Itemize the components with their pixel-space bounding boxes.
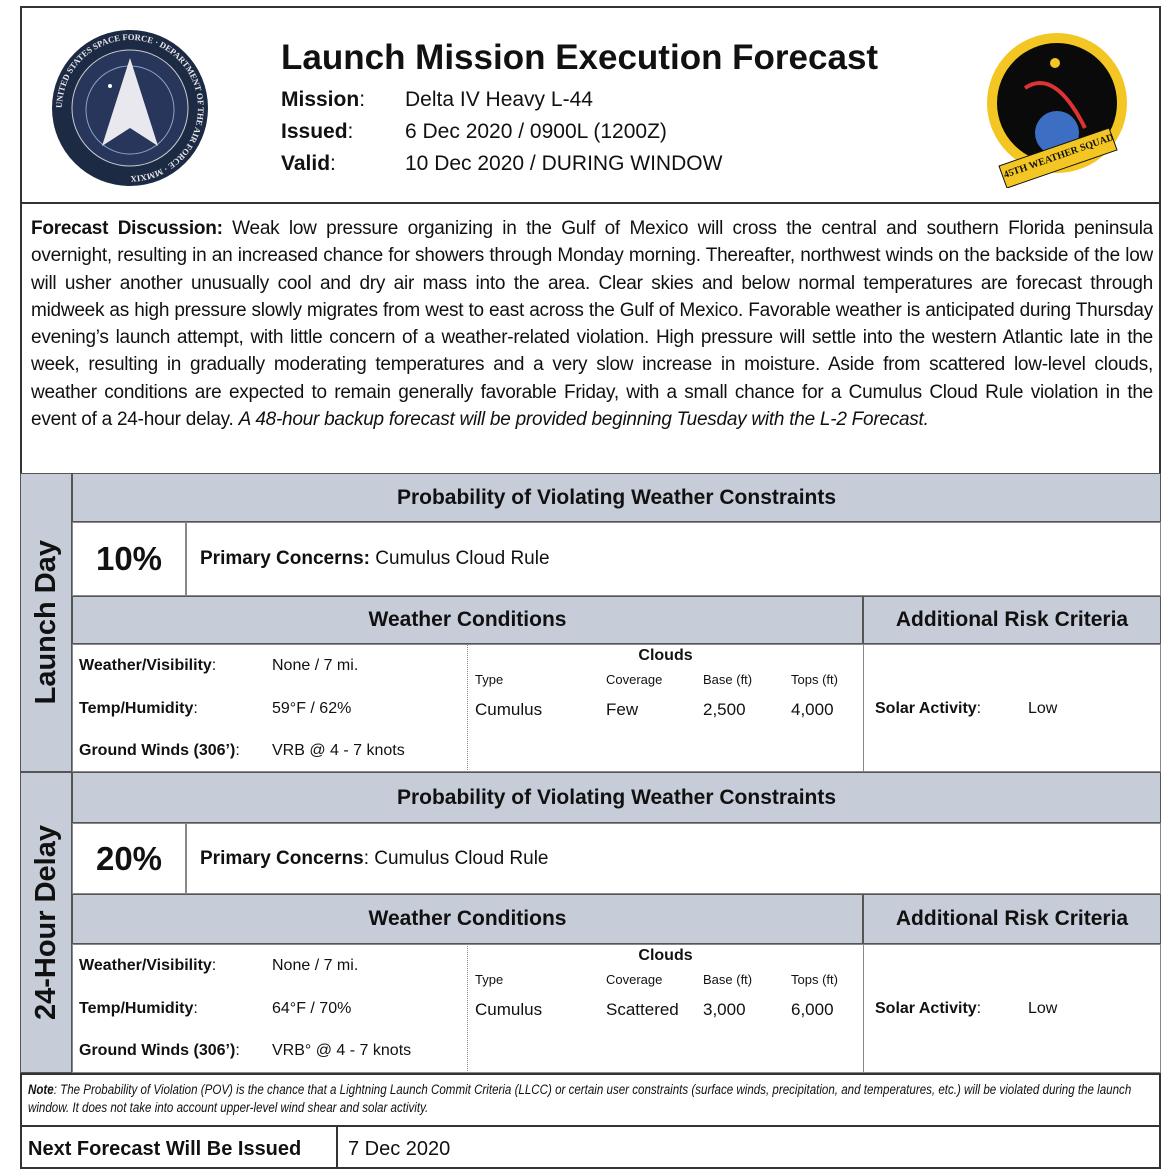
cloud-base: 3,000 (703, 1000, 746, 1019)
primary-concerns: Primary Concerns: Cumulus Cloud Rule (186, 823, 1161, 894)
th-label: Temp/Humidity (79, 1000, 194, 1017)
conditions-left: Weather/Visibility: None / 7 mi. Temp/Hum… (72, 644, 468, 772)
valid-row: Valid: 10 Dec 2020 / DURING WINDOW (281, 148, 722, 180)
weather-squadron-patch: 45TH WEATHER SQUADRON (981, 20, 1130, 193)
cloud-base: 2,500 (703, 700, 746, 719)
percent-value: 10% (95, 540, 163, 577)
type-header: Type (475, 672, 504, 687)
page-title: Launch Mission Execution Forecast (281, 38, 879, 77)
conditions-left: Weather/Visibility: None / 7 mi. Temp/Hum… (72, 944, 468, 1073)
th-value: 64°F / 70% (272, 1000, 352, 1017)
issued-row: Issued: 6 Dec 2020 / 0900L (1200Z) (281, 116, 722, 148)
cloud-tops: 6,000 (791, 1000, 834, 1019)
solar-value: Low (1028, 1000, 1058, 1017)
note: Note: The Probability of Violation (POV)… (20, 1073, 1161, 1125)
discussion-label: Forecast Discussion: (31, 218, 223, 239)
concerns-label: Primary Concerns (200, 847, 364, 869)
probability-percent: 10% (72, 522, 186, 596)
solar-value: Low (1028, 700, 1058, 717)
section-title: Launch Day (30, 540, 62, 705)
wv-value: None / 7 mi. (272, 957, 359, 974)
mission-label: Mission (281, 88, 360, 111)
clouds-table: Clouds Type Coverage Base (ft) Tops (ft)… (467, 944, 864, 1073)
note-label: Note (28, 1082, 54, 1097)
base-header: Base (ft) (703, 972, 753, 987)
clouds-title: Clouds (638, 647, 693, 664)
th-label: Temp/Humidity (79, 700, 194, 717)
base-header: Base (ft) (703, 672, 753, 687)
valid-value: 10 Dec 2020 / DURING WINDOW (405, 152, 723, 175)
cloud-tops: 4,000 (791, 700, 834, 719)
additional-risk: Solar Activity: Low (863, 944, 1161, 1073)
coverage-header: Coverage (606, 972, 663, 987)
cloud-coverage: Scattered (606, 1000, 679, 1019)
note-text: : The Probability of Violation (POV) is … (28, 1082, 1132, 1115)
solar-label: Solar Activity (875, 1000, 977, 1017)
section-side-label: 24-Hour Delay (20, 772, 72, 1073)
section-title: 24-Hour Delay (30, 824, 62, 1020)
wv-label: Weather/Visibility (79, 657, 212, 674)
next-forecast-row: Next Forecast Will Be Issued 7 Dec 2020 (20, 1125, 1161, 1169)
percent-value: 20% (95, 839, 163, 877)
concerns-label: Primary Concerns: (200, 548, 371, 569)
wv-value: None / 7 mi. (272, 657, 359, 674)
additional-risk: Solar Activity: Low (863, 644, 1161, 772)
clouds-table: Clouds Type Coverage Base (ft) Tops (ft)… (467, 644, 864, 772)
additional-risk-header: Additional Risk Criteria (863, 894, 1161, 944)
next-forecast-label: Next Forecast Will Be Issued (28, 1138, 302, 1160)
primary-concerns: Primary Concerns: Cumulus Cloud Rule (186, 522, 1161, 596)
th-value: 59°F / 62% (272, 700, 352, 717)
gw-label: Ground Winds (306’) (79, 1042, 236, 1059)
discussion-text: Weak low pressure organizing in the Gulf… (31, 218, 1153, 431)
gw-value: VRB @ 4 - 7 knots (272, 742, 405, 759)
tops-header: Tops (ft) (791, 972, 838, 987)
mission-row: Mission: Delta IV Heavy L-44 (281, 84, 722, 116)
mission-value: Delta IV Heavy L-44 (405, 88, 593, 111)
cloud-coverage: Few (606, 700, 639, 719)
clouds-title: Clouds (638, 947, 693, 964)
gw-label: Ground Winds (306’) (79, 742, 236, 759)
probability-header: Probability of Violating Weather Constra… (72, 772, 1161, 823)
probability-percent: 20% (72, 823, 186, 894)
probability-header: Probability of Violating Weather Constra… (72, 473, 1161, 522)
section-side-label: Launch Day (20, 473, 72, 772)
weather-conditions-header: Weather Conditions (72, 894, 863, 944)
forecast-discussion: Forecast Discussion: Weak low pressure o… (31, 215, 1153, 469)
concerns-value: : Cumulus Cloud Rule (363, 847, 549, 869)
cloud-type: Cumulus (475, 1000, 543, 1019)
concerns-value: Cumulus Cloud Rule (370, 548, 550, 569)
weather-conditions-header: Weather Conditions (72, 596, 863, 644)
type-header: Type (475, 972, 504, 987)
issued-label: Issued (281, 120, 348, 143)
tops-header: Tops (ft) (791, 672, 838, 687)
wv-label: Weather/Visibility (79, 957, 212, 974)
valid-label: Valid (281, 152, 331, 175)
cloud-type: Cumulus (475, 700, 543, 719)
discussion-italic-note: A 48-hour backup forecast will be provid… (238, 409, 929, 431)
coverage-header: Coverage (606, 672, 663, 687)
next-forecast-date: 7 Dec 2020 (348, 1138, 451, 1160)
space-force-seal: UNITED STATES SPACE FORCE · DEPARTMENT O… (50, 28, 210, 193)
issued-value: 6 Dec 2020 / 0900L (1200Z) (405, 120, 667, 143)
additional-risk-header: Additional Risk Criteria (863, 596, 1161, 644)
solar-label: Solar Activity (875, 700, 977, 717)
divider (20, 202, 1161, 204)
gw-value: VRB° @ 4 - 7 knots (272, 1042, 412, 1059)
